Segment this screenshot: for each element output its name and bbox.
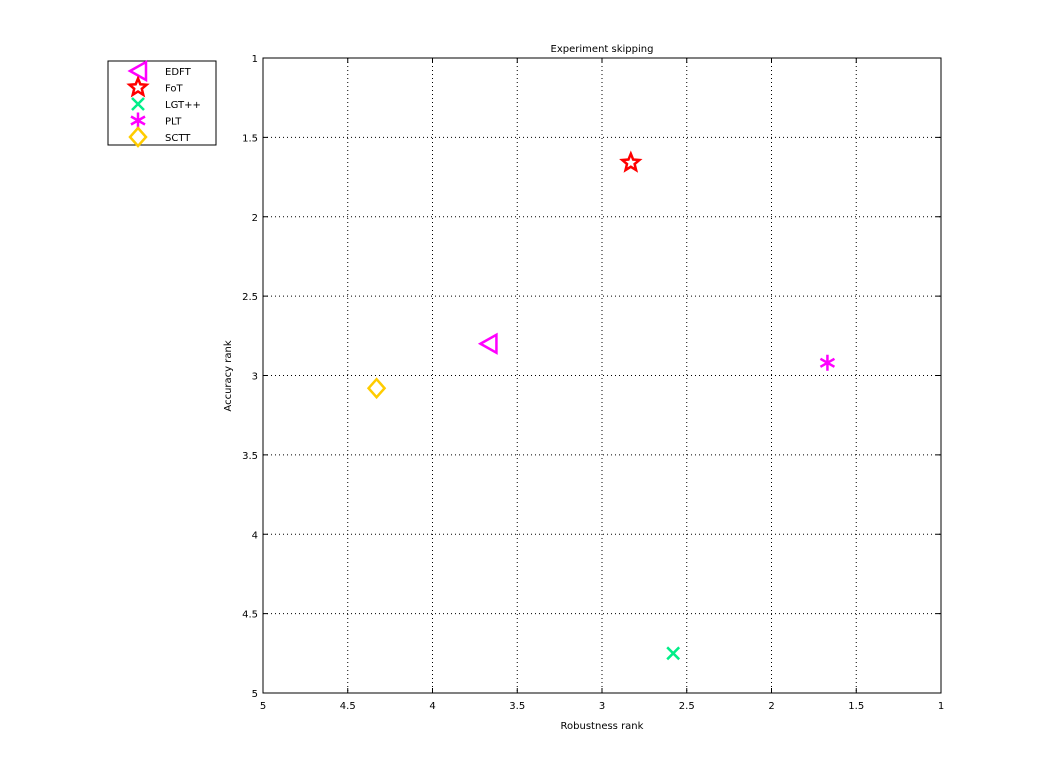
grid [263, 58, 941, 693]
y-tick-label: 5 [252, 689, 258, 700]
y-tick-label: 4.5 [242, 610, 258, 621]
y-tick-label: 3.5 [242, 451, 258, 462]
y-axis-label: Accuracy rank [223, 340, 234, 411]
axis-ticks: 5 4.5 4 3.5 3 2.5 2 1.5 1 1 1.5 2 2.5 3 3.5 4 4.5 5 [242, 54, 944, 712]
x-tick-label: 4.5 [340, 701, 356, 712]
x-tick-label: 2.5 [679, 701, 695, 712]
data-point-edft-marker [477, 332, 498, 355]
x-tick-label: 5 [260, 701, 266, 712]
legend-marker-plt [130, 112, 146, 129]
x-tick-label: 1.5 [848, 701, 864, 712]
x-tick-label: 3 [599, 701, 605, 712]
y-tick-label: 1 [252, 54, 258, 65]
legend-label-sctt: SCTT [165, 133, 191, 144]
legend: EDFT FoT LGT++ PLT SCTT [107, 59, 217, 148]
legend-label-lgt-: LGT++ [165, 100, 201, 111]
legend-marker-lgt- [131, 97, 145, 111]
legend-marker-sctt [128, 126, 148, 148]
legend-label-fot: FoT [165, 84, 184, 95]
y-tick-label: 2.5 [242, 292, 258, 303]
x-axis-label: Robustness rank [561, 721, 644, 732]
data-point-sctt-marker [366, 377, 387, 400]
y-tick-label: 3 [252, 372, 258, 383]
legend-box [107, 60, 217, 146]
y-tick-label: 4 [252, 530, 258, 541]
data-point-lgt--marker [666, 646, 681, 661]
x-tick-label: 4 [429, 701, 435, 712]
y-tick-label: 1.5 [242, 133, 258, 144]
data-markers [366, 150, 836, 661]
data-point-plt-marker [819, 354, 836, 371]
x-tick-label: 1 [938, 701, 944, 712]
chart-title: Experiment skipping [551, 44, 654, 55]
legend-label-plt: PLT [165, 117, 182, 128]
x-tick-label: 2 [768, 701, 774, 712]
data-point-fot-marker [619, 150, 643, 173]
legend-label-edft: EDFT [165, 67, 192, 78]
legend-marker-fot [126, 75, 150, 98]
y-tick-label: 2 [252, 213, 258, 224]
x-tick-label: 3.5 [509, 701, 525, 712]
